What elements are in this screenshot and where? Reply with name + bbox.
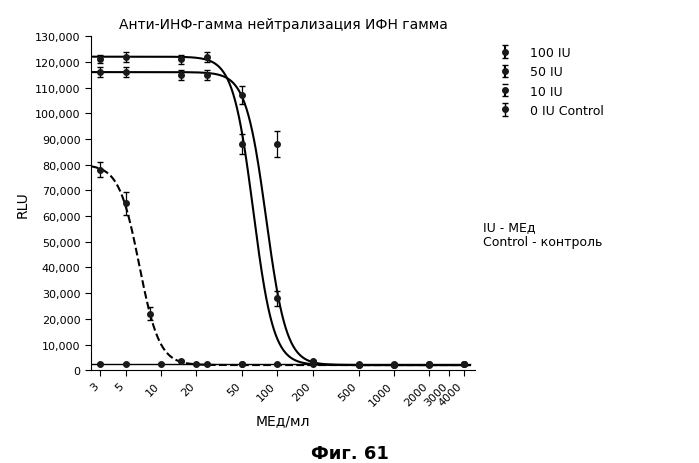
Text: Фиг. 61: Фиг. 61 — [310, 444, 389, 463]
Title: Анти-ИНФ-гамма нейтрализация ИФН гамма: Анти-ИНФ-гамма нейтрализация ИФН гамма — [119, 18, 447, 32]
Legend: 100 IU, 50 IU, 10 IU, 0 IU Control: 100 IU, 50 IU, 10 IU, 0 IU Control — [485, 43, 608, 121]
Text: IU - МЕд
Control - контроль: IU - МЕд Control - контроль — [483, 220, 603, 248]
X-axis label: МЕд/мл: МЕд/мл — [256, 413, 310, 427]
Y-axis label: RLU: RLU — [15, 190, 29, 217]
